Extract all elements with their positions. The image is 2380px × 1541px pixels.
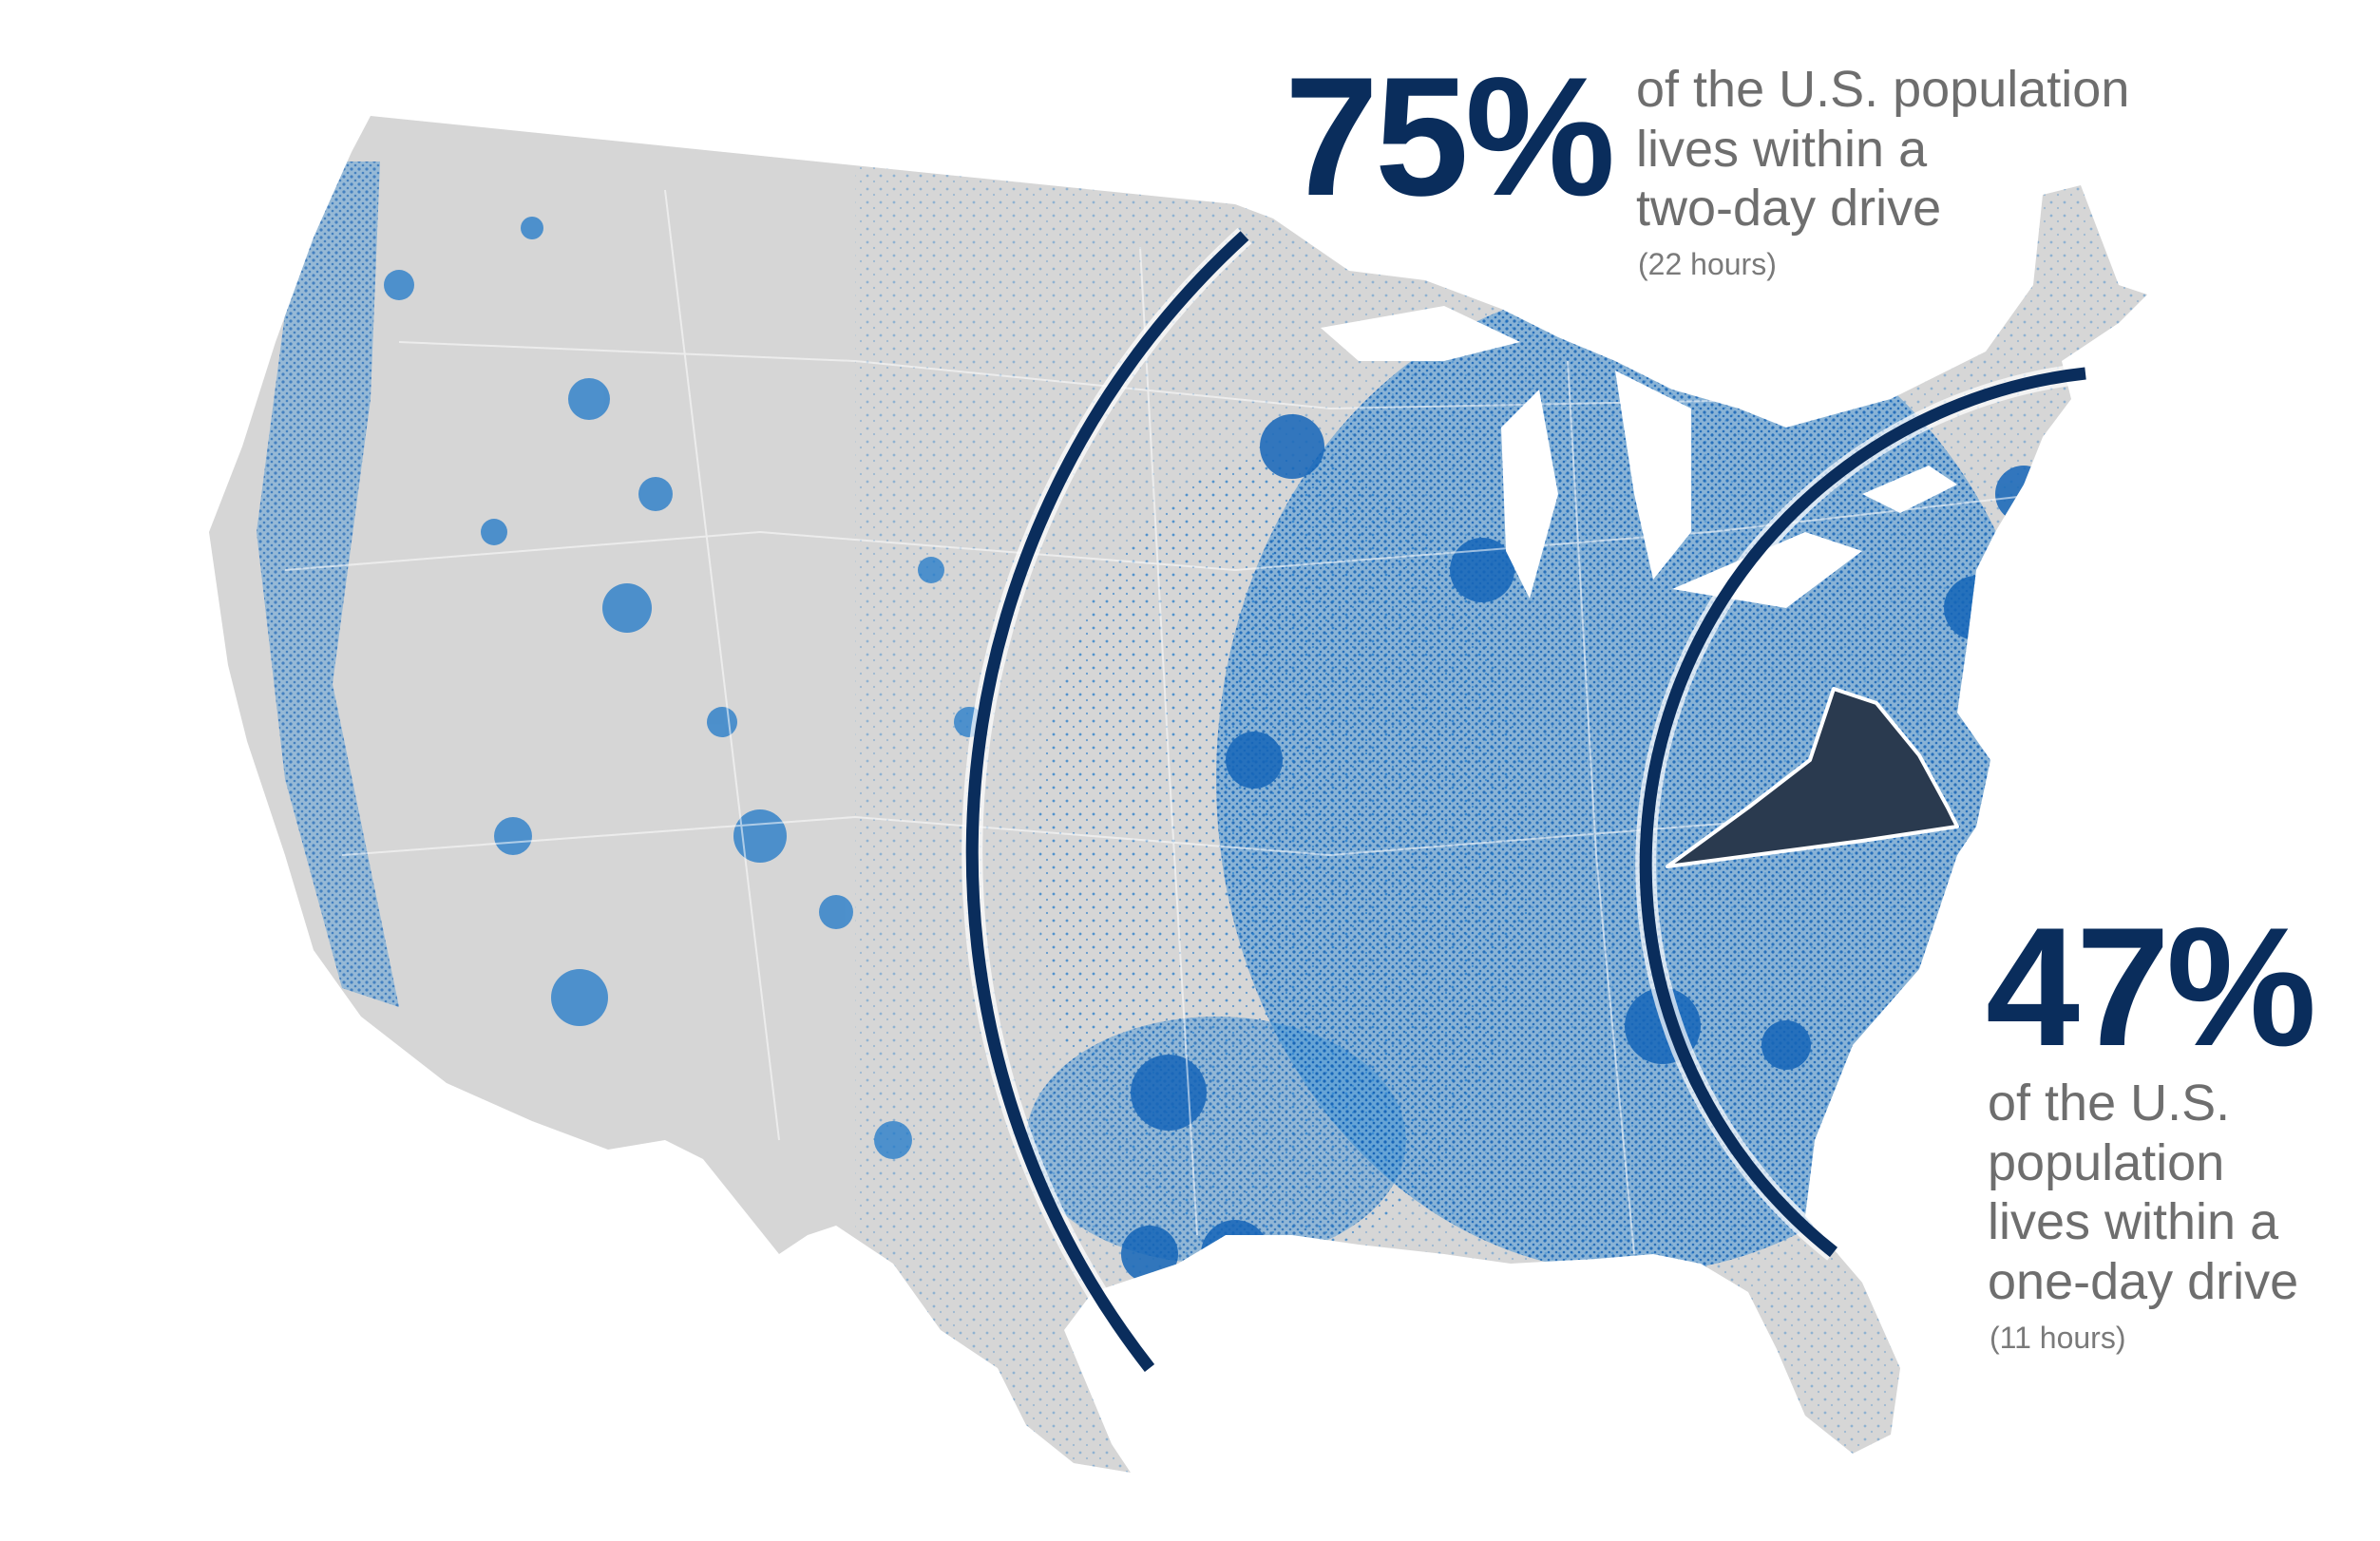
- one-day-hours-note: (11 hours): [1990, 1321, 2126, 1355]
- two-day-line-1: of the U.S. population: [1636, 61, 2130, 118]
- two-day-line-2: lives within a: [1636, 120, 1928, 178]
- one-day-description: of the U.S. population lives within a on…: [1988, 1074, 2298, 1312]
- virginia-highlight: [1666, 687, 1959, 868]
- one-day-drive-arc: [1639, 367, 2086, 1258]
- two-day-drive-arc: [965, 231, 1249, 1372]
- one-day-line-4: one-day drive: [1988, 1252, 2299, 1310]
- two-day-description: of the U.S. population lives within a tw…: [1636, 60, 2129, 238]
- one-day-drive-callout: 47% of the U.S. population lives within …: [1986, 903, 2366, 1359]
- drive-time-rings: [962, 227, 2087, 1375]
- two-day-drive-callout: 75% of the U.S. population lives within …: [1285, 52, 2140, 299]
- two-day-hours-note: (22 hours): [1638, 247, 1777, 281]
- one-day-line-3: lives within a: [1988, 1193, 2279, 1251]
- two-day-line-3: two-day drive: [1636, 180, 1942, 238]
- one-day-line-1: of the U.S.: [1988, 1075, 2231, 1132]
- one-day-line-2: population: [1988, 1133, 2225, 1191]
- two-day-percent: 75%: [1285, 42, 1615, 231]
- one-day-percent: 47%: [1986, 892, 2316, 1081]
